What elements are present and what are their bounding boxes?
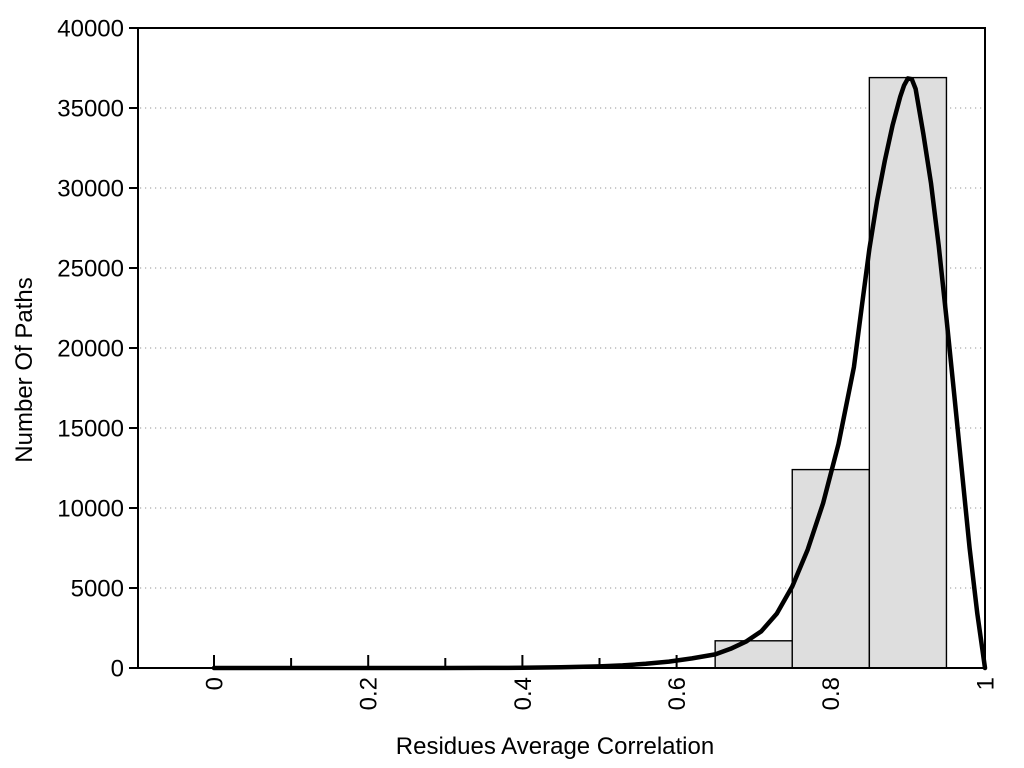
x-tick-label: 0.8 [818,677,845,710]
bars-layer [714,76,948,669]
histogram-bar [791,468,871,669]
y-tick-label: 35000 [57,95,124,122]
density-curve-layer [211,76,988,671]
y-tick-label: 40000 [57,15,124,42]
x-tick-label: 0.4 [510,677,537,710]
x-tick-label: 0 [201,677,228,690]
y-tick-label: 5000 [71,575,124,602]
x-tick-label: 0.6 [664,677,691,710]
y-tick-label: 25000 [57,255,124,282]
y-axis-title: Number Of Paths [11,277,38,462]
density-curve [211,76,988,671]
x-tick-label: 1 [972,677,999,690]
x-axis-title: Residues Average Correlation [396,733,714,760]
histogram-bar [868,76,948,669]
y-tick-label: 20000 [57,335,124,362]
y-tick-label: 30000 [57,175,124,202]
tick-label-layer: 0 5000 10000 15000 20000 25000 30000 35000 40000… [57,15,999,710]
x-tick-label: 0.2 [356,677,383,710]
histogram-bar [714,640,793,669]
y-tick-label: 10000 [57,495,124,522]
y-tick-label: 15000 [57,415,124,442]
y-tick-label: 0 [111,655,124,682]
